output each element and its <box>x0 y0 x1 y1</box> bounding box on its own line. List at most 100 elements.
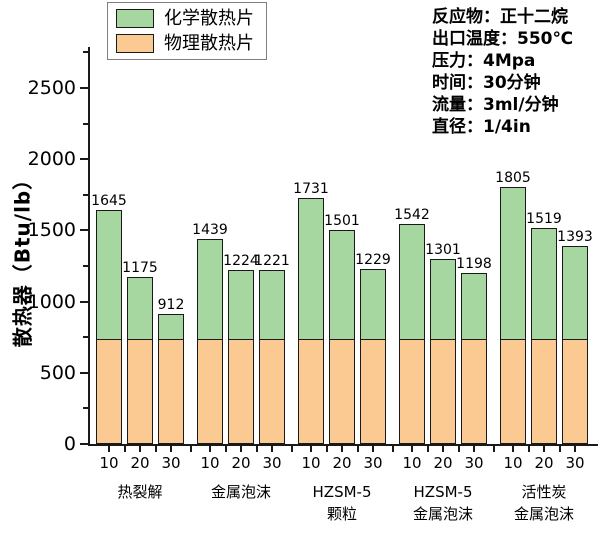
bar-热裂解-30 <box>158 314 184 444</box>
bar-physical-segment <box>400 339 424 443</box>
bar-value-label: 1175 <box>122 259 158 276</box>
annotation-line-diameter: 直径：1/4in <box>432 117 531 137</box>
bar-physical-segment <box>501 339 525 443</box>
bar-HZSM-5金属泡沫-20 <box>430 258 456 444</box>
y-minor-tick <box>83 193 89 196</box>
x-minor-tick <box>255 446 258 452</box>
x-minor-tick <box>356 446 359 452</box>
x-minor-tick <box>457 446 460 452</box>
bar-HZSM-5颗粒-20 <box>329 230 355 444</box>
group-label-line: 活性炭 <box>521 483 567 501</box>
x-minor-tick <box>290 446 293 452</box>
y-minor-tick <box>83 407 89 410</box>
bar-HZSM-5金属泡沫-30 <box>461 273 487 444</box>
y-tick-label: 500 <box>39 361 76 384</box>
bar-value-label: 1198 <box>456 256 492 273</box>
bar-热裂解-10 <box>96 209 122 444</box>
y-major-tick <box>80 443 89 445</box>
y-major-tick <box>80 300 89 303</box>
group-label-line: HZSM-5 <box>312 483 372 501</box>
x-tick-label: 10 <box>99 454 119 472</box>
bar-physical-segment <box>330 339 354 443</box>
x-axis-line <box>88 444 598 446</box>
group-label-2: HZSM-5 颗粒 <box>313 481 372 525</box>
y-major-tick <box>80 229 89 232</box>
bar-value-label: 1393 <box>557 228 593 245</box>
bar-HZSM-5颗粒-30 <box>360 268 386 444</box>
x-major-tick <box>170 446 172 452</box>
x-tick-label: 30 <box>363 454 383 472</box>
x-major-tick <box>310 446 312 452</box>
legend-label-physical: 物理散热片 <box>164 33 254 54</box>
bar-value-label: 1501 <box>324 213 360 230</box>
group-label-3: HZSM-5 金属泡沫 <box>413 481 473 525</box>
x-tick-label: 10 <box>200 454 220 472</box>
x-tick-label: 20 <box>534 454 554 472</box>
annotation-line-flow: 流量：3ml/分钟 <box>432 95 559 115</box>
legend-swatch-physical <box>116 34 154 53</box>
bar-physical-segment <box>128 339 152 443</box>
annotation-line-time: 时间：30分钟 <box>432 73 541 93</box>
y-minor-tick <box>83 265 89 267</box>
group-label-line: 金属泡沫 <box>513 505 575 523</box>
x-minor-tick <box>123 446 126 452</box>
x-major-tick <box>209 446 211 452</box>
bar-physical-segment <box>198 339 222 443</box>
bar-value-label: 1731 <box>293 180 329 197</box>
group-label-0: 热裂解 <box>117 481 162 503</box>
bar-value-label: 1224 <box>223 252 259 269</box>
x-minor-tick <box>558 446 561 452</box>
y-axis-line <box>88 47 90 446</box>
bar-value-label: 1542 <box>394 207 430 224</box>
y-major-tick <box>80 158 89 161</box>
annotation-line-reactant: 反应物：正十二烷 <box>432 7 568 27</box>
legend: 化学散热片 物理散热片 <box>107 2 267 60</box>
y-minor-tick <box>83 336 89 339</box>
bar-physical-segment <box>229 339 253 443</box>
bar-热裂解-20 <box>127 276 153 444</box>
bar-HZSM-5金属泡沫-10 <box>399 224 425 444</box>
bar-value-label: 1301 <box>425 241 461 258</box>
y-major-tick <box>80 371 89 374</box>
annotation-line-outlet-temp: 出口温度：550℃ <box>432 29 574 49</box>
x-minor-tick <box>492 446 495 452</box>
x-tick-label: 20 <box>130 454 150 472</box>
conditions-annotation: 反应物：正十二烷 出口温度：550℃ 压力：4Mpa 时间：30分钟 流量：3m… <box>432 6 573 138</box>
x-major-tick <box>372 446 374 452</box>
legend-item-chemical: 化学散热片 <box>116 8 254 29</box>
group-label-4: 活性炭 金属泡沫 <box>514 481 574 525</box>
group-label-line: 金属泡沫 <box>412 505 474 523</box>
x-major-tick <box>512 446 514 452</box>
y-minor-tick <box>83 51 89 54</box>
bar-physical-segment <box>532 339 556 443</box>
y-tick-label: 2000 <box>27 148 76 171</box>
legend-swatch-chemical <box>116 9 154 28</box>
x-minor-tick <box>426 446 429 452</box>
bar-physical-segment <box>431 339 455 443</box>
legend-label-chemical: 化学散热片 <box>164 8 254 29</box>
bar-value-label: 912 <box>157 297 185 314</box>
x-major-tick <box>271 446 273 452</box>
group-label-line: HZSM-5 <box>413 483 473 501</box>
x-minor-tick <box>154 446 157 452</box>
x-major-tick <box>341 446 343 452</box>
x-major-tick <box>543 446 545 452</box>
x-tick-label: 30 <box>464 454 484 472</box>
x-tick-label: 20 <box>433 454 453 472</box>
bar-value-label: 1229 <box>355 251 391 268</box>
x-major-tick <box>411 446 413 452</box>
x-tick-label: 20 <box>332 454 352 472</box>
bar-value-label: 1805 <box>495 169 531 186</box>
y-tick-label: 1500 <box>27 219 76 242</box>
x-tick-label: 20 <box>231 454 251 472</box>
legend-item-physical: 物理散热片 <box>116 33 254 54</box>
bar-活性炭金属泡沫-30 <box>562 245 588 444</box>
x-tick-label: 10 <box>301 454 321 472</box>
annotation-line-pressure: 压力：4Mpa <box>432 51 536 71</box>
group-label-line: 热裂解 <box>117 483 163 501</box>
bar-physical-segment <box>299 339 323 443</box>
x-minor-tick <box>391 446 394 452</box>
x-minor-tick <box>189 446 192 452</box>
bar-金属泡沫-30 <box>259 270 285 444</box>
